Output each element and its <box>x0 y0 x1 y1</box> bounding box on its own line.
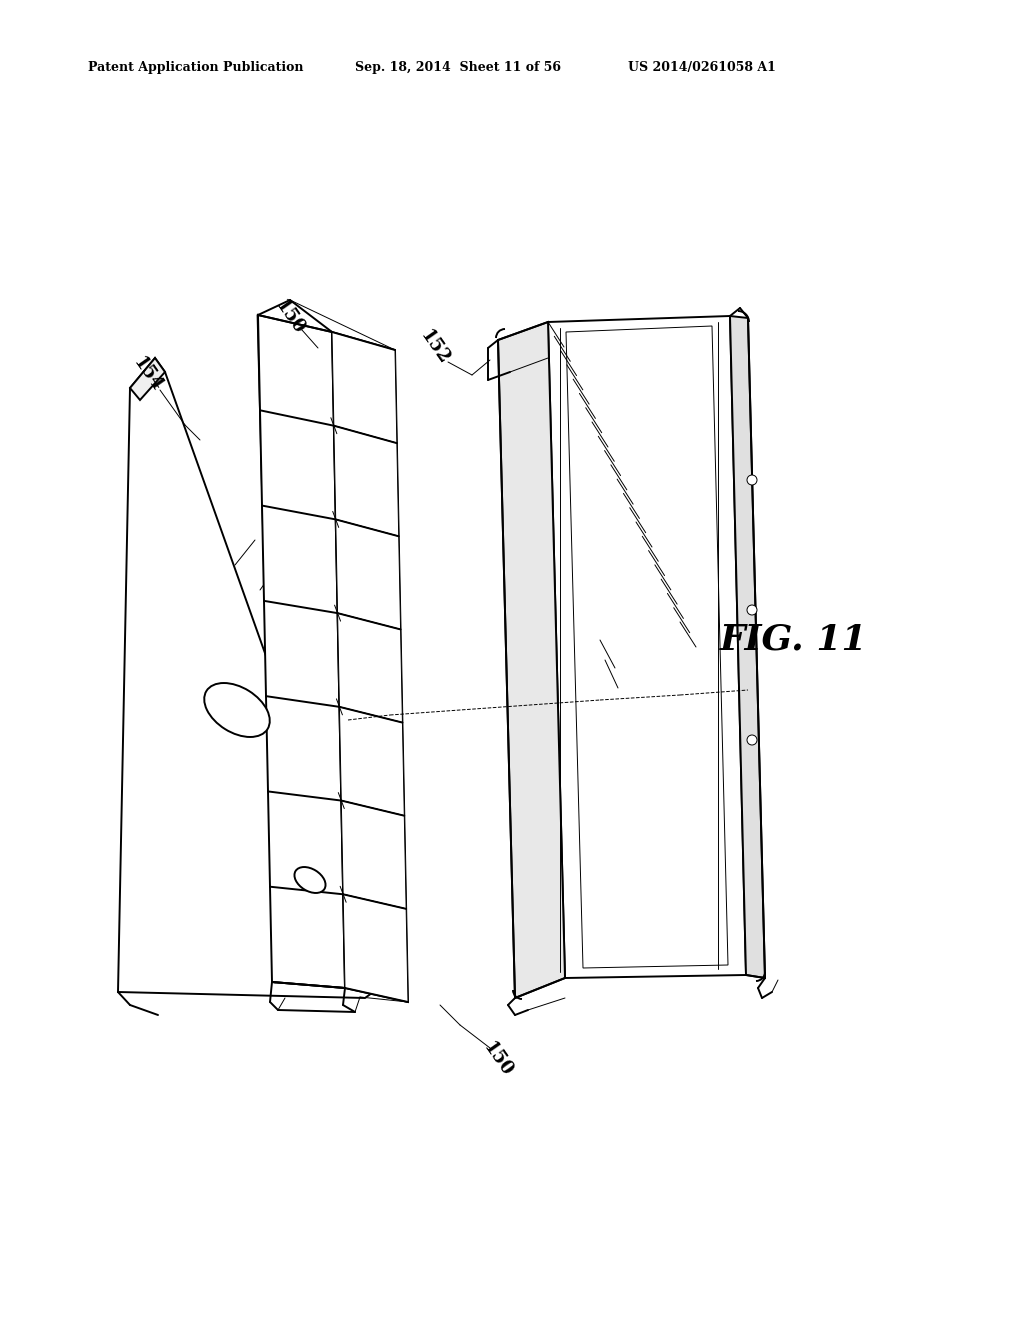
Polygon shape <box>498 322 565 998</box>
Polygon shape <box>343 894 408 1002</box>
Text: 150: 150 <box>271 297 308 339</box>
Text: FIG. 11: FIG. 11 <box>720 623 867 657</box>
Circle shape <box>746 605 757 615</box>
Polygon shape <box>258 315 345 987</box>
Polygon shape <box>332 333 397 444</box>
Polygon shape <box>730 315 765 978</box>
Circle shape <box>746 735 757 744</box>
Text: 152: 152 <box>417 327 454 368</box>
Polygon shape <box>334 426 398 536</box>
Polygon shape <box>130 358 165 400</box>
Polygon shape <box>332 333 408 1002</box>
Text: Patent Application Publication: Patent Application Publication <box>88 62 303 74</box>
Text: US 2014/0261058 A1: US 2014/0261058 A1 <box>628 62 776 74</box>
Polygon shape <box>341 800 407 909</box>
Ellipse shape <box>295 867 326 892</box>
Polygon shape <box>566 326 728 968</box>
Polygon shape <box>339 706 404 816</box>
Polygon shape <box>338 614 402 722</box>
Circle shape <box>746 475 757 484</box>
Polygon shape <box>336 520 400 630</box>
Text: 150: 150 <box>480 1039 516 1081</box>
Polygon shape <box>548 315 746 978</box>
Ellipse shape <box>204 682 269 737</box>
Text: Sep. 18, 2014  Sheet 11 of 56: Sep. 18, 2014 Sheet 11 of 56 <box>355 62 561 74</box>
Polygon shape <box>118 358 383 998</box>
Text: 154: 154 <box>130 355 166 396</box>
